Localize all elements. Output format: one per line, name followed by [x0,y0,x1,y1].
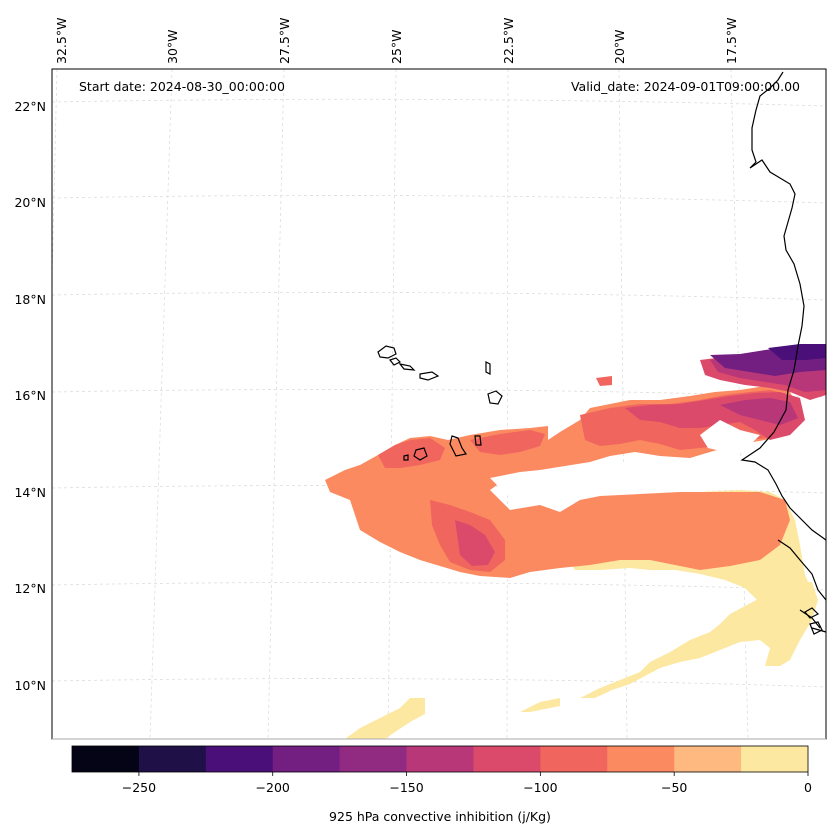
valid-date-annotation: Valid_date: 2024-09-01T09:00:00.00 [571,79,800,94]
colorbar-tick-label: −200 [256,780,290,795]
colorbar-swatch [138,746,207,772]
colorbar-swatch [72,746,140,772]
island-sal [485,361,491,375]
colorbar-swatch [205,746,274,772]
lat-tick-18n: 18°N [14,292,46,307]
colorbar-swatch [406,746,474,772]
island-brava [403,454,409,461]
lat-tick-10n: 10°N [14,678,46,693]
island-sao-vicente [388,357,402,366]
lon-tick-22-5w: 22.5°W [501,18,516,64]
cin-contours [325,344,826,739]
bijagos-islands [804,607,823,635]
colorbar-tick-label: −50 [661,780,687,795]
colorbar-frame [71,745,809,773]
gridline-lon-25w [387,68,397,740]
island-maio [474,435,482,446]
lat-tick-14n: 14°N [14,485,46,500]
lat-tick-16n: 16°N [14,388,46,403]
island-santo-antao [377,345,397,359]
lat-tick-12n: 12°N [14,581,46,596]
colorbar-swatch [540,746,608,772]
gridline-lon-22-5w [506,68,509,740]
colorbar-label: 925 hPa convective inhibition (j/Kg) [329,809,551,824]
gridline-lon-20w [618,68,628,740]
lon-tick-17-5w: 17.5°W [724,18,739,64]
africa-coastline-south [777,539,827,633]
gridline-lat-16n [51,389,827,398]
start-date-annotation: Start date: 2024-08-30_00:00:00 [79,79,285,94]
gridline-lat-10n [51,678,827,688]
lon-tick-20w: 20°W [612,29,627,64]
colorbar: −250 −200 −150 −100 −50 0 925 hPa convective … [71,745,812,824]
gridline-lon-27-5w [267,68,285,740]
coastlines [377,71,827,635]
lon-tick-27-5w: 27.5°W [277,18,292,64]
gridline-lon-32-5w [51,68,58,281]
colorbar-swatch [272,746,341,772]
island-fogo [413,447,428,461]
gridline-lat-20n [51,195,827,204]
cin-gap-east [700,420,760,452]
lon-tick-32-5w: 32.5°W [54,18,69,64]
lon-tick-30w: 30°W [165,29,180,64]
colorbar-swatch [607,746,675,772]
gridline-lat-12n [51,582,827,591]
gridline-lon-30w [149,68,173,740]
colorbar-swatch [473,746,541,772]
island-santiago [449,435,467,457]
map-panel: Start date: 2024-08-30_00:00:00 Valid_da… [14,18,827,740]
colorbar-ticks: −250 −200 −150 −100 −50 0 [122,772,812,795]
colorbar-swatch [741,746,809,772]
island-sal-rei [419,371,440,381]
colorbar-tick-label: 0 [804,780,812,795]
island-boa-vista [487,390,503,405]
colorbar-tick-label: −250 [122,780,156,795]
lat-tick-22n: 22°N [14,99,46,114]
colorbar-swatches [72,746,809,772]
colorbar-tick-label: −100 [523,780,557,795]
lat-tick-labels: 22°N 20°N 18°N 16°N 14°N 12°N 10°N [14,99,46,693]
colorbar-tick-label: −150 [389,780,423,795]
colorbar-swatch [674,746,742,772]
gridline-lat-22n [51,98,827,107]
gridline-lat-18n [51,292,827,301]
lon-tick-labels: 32.5°W 30°W 27.5°W 25°W 22.5°W 20°W 17.5… [54,18,739,64]
lon-tick-25w: 25°W [389,29,404,64]
africa-coastline [740,71,827,541]
colorbar-swatch [339,746,408,772]
island-sao-nicolau [398,363,416,371]
cin-gap-central [490,456,790,505]
lat-tick-20n: 20°N [14,195,46,210]
gridline-lat-14n [51,485,827,494]
cin-region-pink [455,345,826,566]
